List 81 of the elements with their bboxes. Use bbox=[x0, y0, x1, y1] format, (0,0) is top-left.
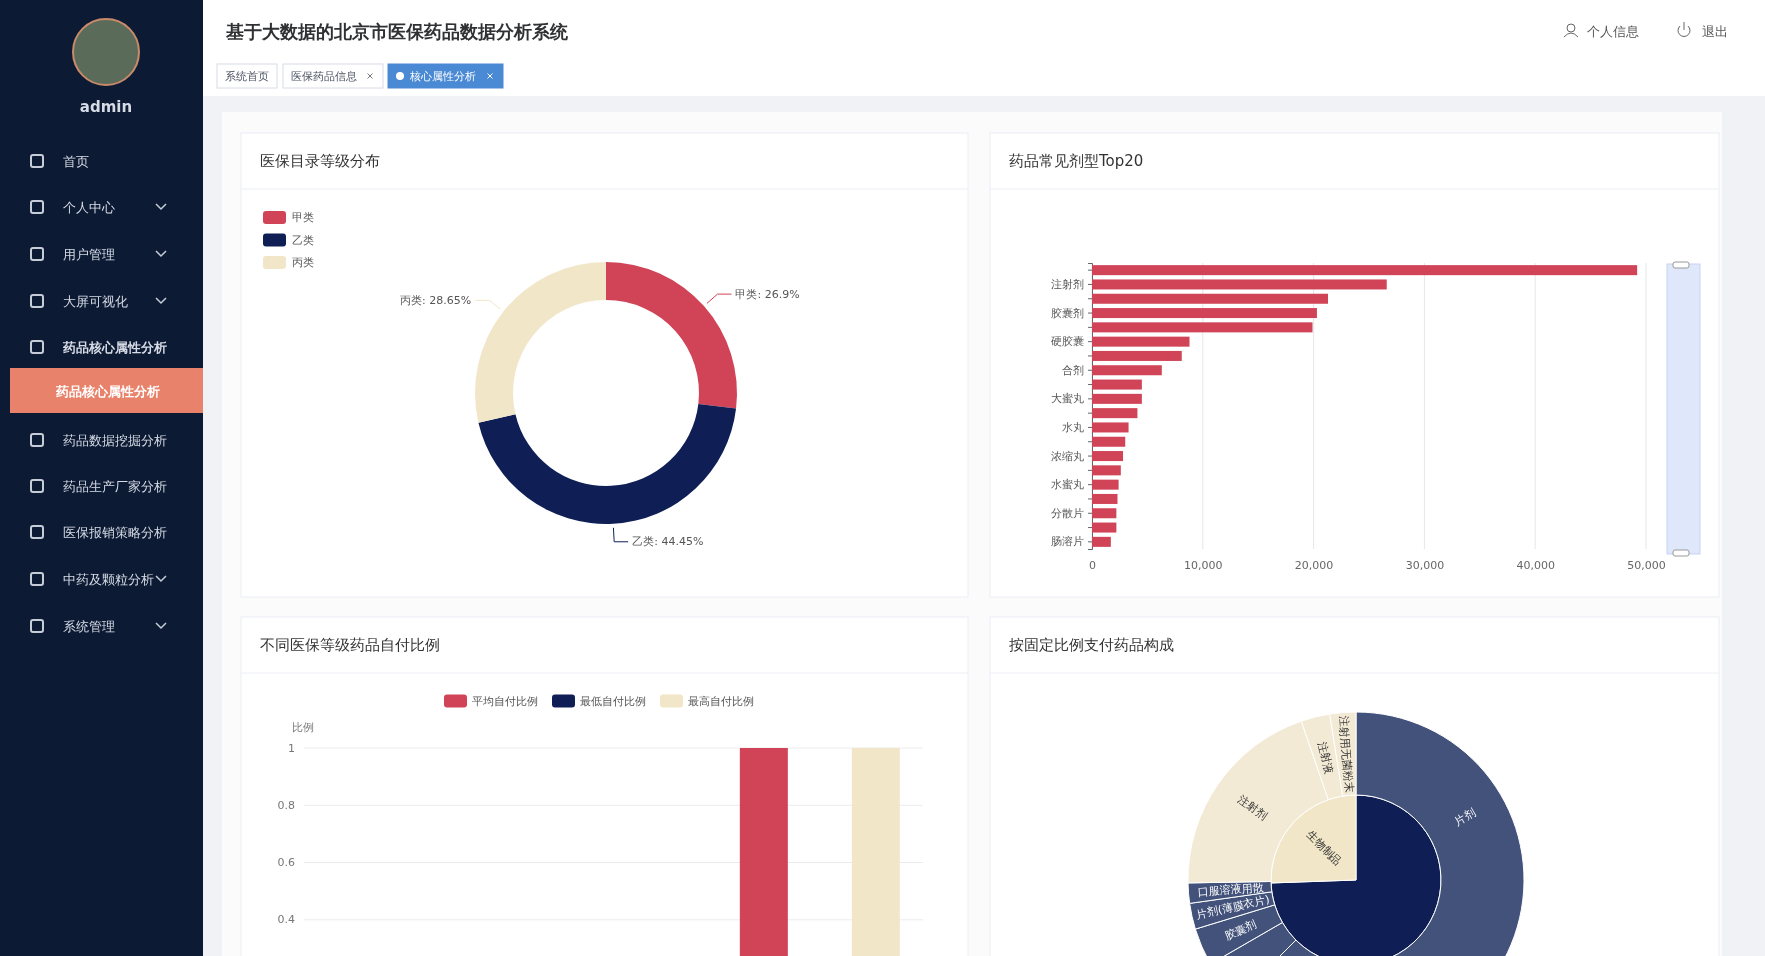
y-tick-label: 大蜜丸 bbox=[1051, 392, 1084, 406]
bar bbox=[1092, 393, 1142, 404]
y-axis-title: 比例 bbox=[292, 720, 314, 734]
text: 个人中心 bbox=[63, 199, 115, 215]
text: 胶囊剂 bbox=[1222, 917, 1259, 943]
bar bbox=[1092, 293, 1328, 304]
legend-label: 丙类 bbox=[292, 256, 314, 269]
donut-slice bbox=[478, 404, 737, 524]
bar bbox=[1092, 422, 1129, 433]
x-tick-label: 30,000 bbox=[1405, 558, 1445, 572]
chart-title: 不同医保等级药品自付比例 bbox=[260, 636, 440, 654]
text: 退出 bbox=[1702, 23, 1728, 39]
data-label: 乙类: 44.45% bbox=[632, 535, 704, 549]
text: 注射剂 bbox=[1235, 792, 1271, 823]
data-label: 丙类: 28.65% bbox=[400, 293, 472, 307]
legend-label: 最高自付比例 bbox=[688, 694, 754, 708]
text: 注射液 bbox=[1315, 740, 1336, 776]
y-tick-label: 0.8 bbox=[277, 798, 295, 812]
text: 片剂 bbox=[1452, 805, 1478, 829]
x-tick-label: 50,000 bbox=[1627, 558, 1666, 572]
bar bbox=[1092, 336, 1190, 347]
bar bbox=[1092, 465, 1121, 476]
bar bbox=[1092, 279, 1387, 290]
bar bbox=[1092, 522, 1117, 533]
text: 系统管理 bbox=[63, 618, 115, 634]
donut-slice bbox=[606, 262, 737, 409]
chart-title: 药品常见剂型Top20 bbox=[1009, 152, 1144, 170]
legend-label: 平均自付比例 bbox=[472, 694, 538, 708]
x-tick-label: 40,000 bbox=[1516, 558, 1555, 572]
text: 药品生产厂家分析 bbox=[63, 478, 167, 494]
x-tick-label: 10,000 bbox=[1184, 558, 1223, 572]
x-tick-label: 20,000 bbox=[1294, 558, 1334, 572]
text: 基于大数据的北京市医保药品数据分析系统 bbox=[225, 20, 569, 42]
y-tick-label: 硬胶囊 bbox=[1051, 335, 1084, 349]
legend-label: 乙类 bbox=[292, 233, 314, 247]
y-tick-label: 胶囊剂 bbox=[1051, 306, 1084, 320]
text: 药品数据挖掘分析 bbox=[63, 432, 167, 448]
bar bbox=[1092, 436, 1126, 447]
y-tick-label: 0.4 bbox=[277, 913, 295, 927]
bar bbox=[1092, 493, 1118, 504]
text: 医保药品信息 bbox=[291, 69, 357, 83]
bar bbox=[1092, 408, 1138, 419]
text: 系统首页 bbox=[225, 69, 269, 83]
bar bbox=[1092, 379, 1142, 390]
text: 个人信息 bbox=[1587, 23, 1639, 39]
bar bbox=[1092, 322, 1313, 333]
text: 药品核心属性分析 bbox=[55, 383, 160, 399]
bar bbox=[1092, 365, 1162, 376]
donut-slice bbox=[475, 262, 606, 423]
bar bbox=[1092, 479, 1119, 490]
text: 大屏可视化 bbox=[63, 293, 128, 309]
data-label: 甲类: 26.9% bbox=[735, 287, 800, 301]
x-tick-label: 0 bbox=[1089, 558, 1096, 572]
text: 按固定比例支付药品构成 bbox=[1009, 636, 1174, 654]
bar bbox=[1092, 350, 1182, 361]
y-tick-label: 肠溶片 bbox=[1051, 535, 1084, 549]
y-tick-label: 分散片 bbox=[1051, 506, 1084, 520]
text: 注射用无菌粉末 bbox=[1336, 715, 1356, 794]
y-tick-label: 水丸 bbox=[1062, 420, 1084, 434]
text: 药品核心属性分析 bbox=[62, 339, 167, 355]
bar bbox=[1092, 265, 1638, 276]
y-tick-label: 合剂 bbox=[1062, 363, 1084, 377]
y-tick-label: 注射剂 bbox=[1051, 277, 1084, 291]
bar bbox=[1092, 451, 1124, 462]
text: 用户管理 bbox=[63, 246, 115, 262]
text: 核心属性分析 bbox=[409, 69, 476, 83]
text: 中药及颗粒分析 bbox=[63, 571, 154, 587]
chart-title: 医保目录等级分布 bbox=[260, 152, 380, 170]
text: admin bbox=[79, 98, 133, 116]
legend-label: 甲类 bbox=[292, 211, 314, 224]
legend-label: 最低自付比例 bbox=[580, 694, 646, 708]
y-tick-label: 水蜜丸 bbox=[1051, 478, 1084, 492]
text: 医保报销策略分析 bbox=[63, 524, 167, 540]
bar bbox=[1092, 536, 1111, 547]
y-tick-label: 1 bbox=[288, 741, 295, 755]
text: 首页 bbox=[63, 153, 89, 169]
bar bbox=[1092, 308, 1317, 319]
y-tick-label: 浓缩丸 bbox=[1051, 449, 1084, 463]
text: 生物制品 bbox=[1304, 828, 1345, 869]
y-tick-label: 0.6 bbox=[277, 856, 295, 870]
bar bbox=[1092, 508, 1117, 519]
